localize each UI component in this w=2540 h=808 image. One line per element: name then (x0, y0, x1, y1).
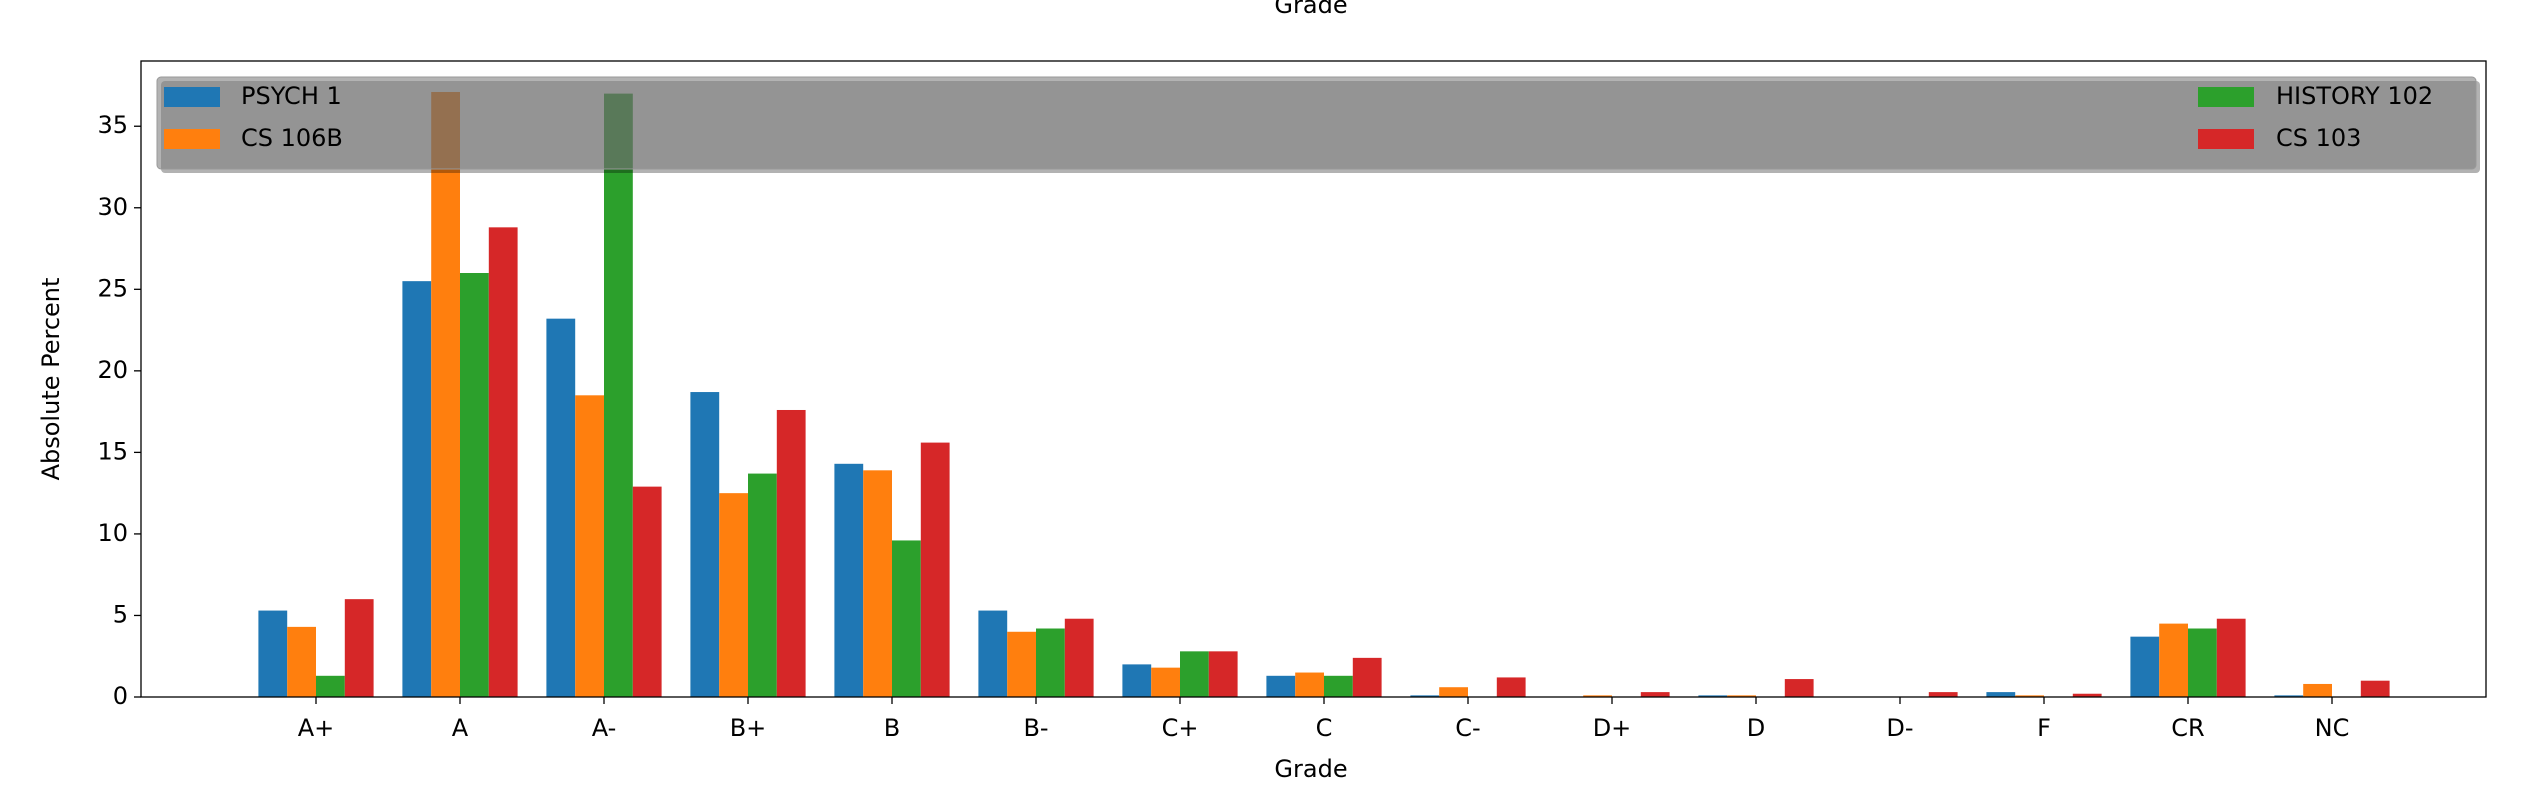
bar (690, 392, 720, 697)
bar (575, 395, 604, 697)
x-tick-label: A+ (298, 714, 335, 742)
x-tick-label: B+ (730, 714, 767, 742)
x-tick-label: D+ (1593, 714, 1632, 742)
bar (460, 273, 489, 697)
bar (2130, 636, 2160, 697)
bar (258, 610, 288, 697)
bar (632, 486, 662, 697)
legend-swatch (2198, 87, 2254, 107)
x-axis-label: Grade (1274, 755, 1347, 783)
bar (863, 470, 892, 697)
bar (1151, 667, 1180, 697)
x-tick-label: C+ (1162, 714, 1199, 742)
plot-frame (140, 60, 2487, 698)
bar (1208, 651, 1238, 697)
bar (2188, 628, 2217, 697)
bar (1986, 692, 2016, 697)
bar (1036, 628, 1065, 697)
x-tick-label: D (1747, 714, 1765, 742)
bar (2072, 693, 2102, 697)
bar (287, 626, 316, 697)
bar (1266, 675, 1296, 697)
bar (1698, 695, 1728, 697)
bar (920, 442, 950, 697)
bar (2159, 623, 2188, 697)
legend-label: CS 106B (241, 124, 343, 152)
bar (402, 281, 432, 697)
legend-label: PSYCH 1 (241, 82, 342, 110)
bar (2360, 680, 2390, 697)
bar (2274, 695, 2304, 697)
y-tick-label: 10 (97, 519, 128, 547)
y-tick-label: 0 (113, 682, 128, 710)
y-tick-label: 15 (97, 437, 128, 465)
legend-box (156, 76, 2477, 170)
x-tick-label: C- (1455, 714, 1480, 742)
bar (1180, 651, 1209, 697)
bar (748, 473, 777, 697)
bar (488, 227, 518, 698)
x-tick-label: NC (2315, 714, 2350, 742)
bar (1784, 679, 1814, 697)
legend-swatch (164, 129, 220, 149)
x-tick-label: B- (1023, 714, 1048, 742)
bar (1410, 695, 1440, 697)
chart-title: Grade (1274, 0, 1347, 19)
bar (546, 318, 576, 697)
bar (1324, 675, 1353, 697)
legend-swatch (2198, 129, 2254, 149)
bar (604, 93, 633, 698)
x-tick-label: B (884, 714, 900, 742)
bar (1064, 618, 1094, 697)
y-tick-label: 30 (97, 193, 128, 221)
bar (1496, 677, 1526, 697)
bar (834, 463, 864, 697)
bar (316, 675, 345, 697)
y-axis-label: Absolute Percent (37, 278, 65, 481)
bar (892, 540, 921, 697)
bar (1007, 631, 1036, 697)
bar (2303, 683, 2332, 697)
bar (1295, 672, 1324, 697)
bar (431, 91, 460, 697)
bar (1727, 695, 1756, 697)
y-tick-label: 5 (113, 600, 128, 628)
bar (1583, 695, 1612, 697)
y-tick-label: 20 (97, 356, 128, 384)
y-tick-label: 35 (97, 111, 128, 139)
bar (1928, 692, 1958, 697)
legend: PSYCH 1 CS 106B HISTORY 102 CS 103 (156, 76, 2480, 173)
legend-label: HISTORY 102 (2276, 82, 2433, 110)
x-tick-label: A- (592, 714, 617, 742)
bar (2216, 618, 2246, 697)
y-tick-label: 25 (97, 274, 128, 302)
bar (1352, 657, 1382, 697)
legend-swatch (164, 87, 220, 107)
bar (719, 493, 748, 697)
bar (1640, 692, 1670, 697)
x-tick-label: A (452, 714, 469, 742)
bar (344, 599, 374, 697)
legend-label: CS 103 (2276, 124, 2361, 152)
bar (1122, 664, 1152, 697)
x-tick-label: F (2037, 714, 2051, 742)
bar (776, 409, 806, 697)
bar (978, 610, 1008, 697)
x-tick-label: C (1316, 714, 1333, 742)
bar (2015, 695, 2044, 697)
bar (1439, 687, 1468, 697)
x-tick-label: CR (2171, 714, 2204, 742)
x-tick-label: D- (1886, 714, 1913, 742)
